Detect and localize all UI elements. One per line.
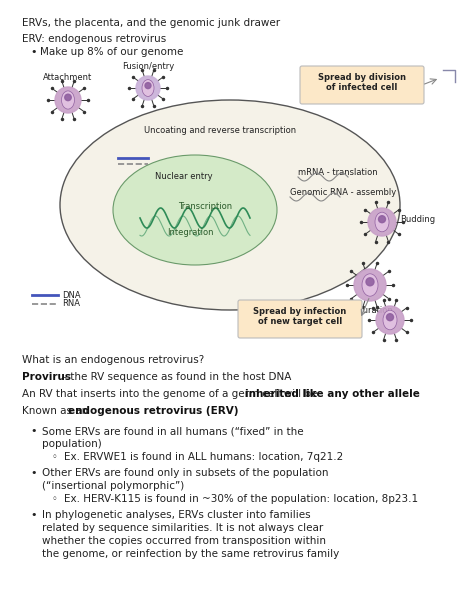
Text: Transcription: Transcription bbox=[178, 202, 232, 211]
Circle shape bbox=[379, 216, 385, 223]
Circle shape bbox=[136, 76, 160, 100]
Text: Genomic RNA - assembly: Genomic RNA - assembly bbox=[290, 188, 396, 197]
Text: inherited like any other allele: inherited like any other allele bbox=[246, 389, 420, 399]
Text: whether the copies occurred from transposition within: whether the copies occurred from transpo… bbox=[42, 536, 326, 546]
Text: •: • bbox=[30, 47, 36, 57]
Text: the genome, or reinfection by the same retrovirus family: the genome, or reinfection by the same r… bbox=[42, 549, 339, 559]
Text: •: • bbox=[30, 510, 36, 520]
Text: Provirus: Provirus bbox=[22, 372, 71, 382]
Text: In phylogenetic analyses, ERVs cluster into families: In phylogenetic analyses, ERVs cluster i… bbox=[42, 510, 310, 520]
Text: RNA: RNA bbox=[62, 300, 80, 308]
Ellipse shape bbox=[62, 91, 74, 109]
Text: Integration: Integration bbox=[167, 228, 213, 237]
Circle shape bbox=[386, 314, 393, 321]
Circle shape bbox=[65, 94, 71, 101]
Text: (“insertional polymorphic”): (“insertional polymorphic”) bbox=[42, 481, 184, 491]
Text: mRNA - translation: mRNA - translation bbox=[298, 168, 378, 177]
Text: Known as an: Known as an bbox=[22, 406, 91, 416]
Text: Some ERVs are found in all humans (“fixed” in the: Some ERVs are found in all humans (“fixe… bbox=[42, 426, 304, 436]
Circle shape bbox=[55, 87, 81, 113]
FancyBboxPatch shape bbox=[300, 66, 424, 104]
Text: endogenous retrovirus (ERV): endogenous retrovirus (ERV) bbox=[68, 406, 239, 416]
Ellipse shape bbox=[383, 310, 397, 330]
Circle shape bbox=[145, 83, 151, 89]
Text: Maturation: Maturation bbox=[347, 306, 393, 315]
Text: Ex. HERV-K115 is found in ~30% of the population: location, 8p23.1: Ex. HERV-K115 is found in ~30% of the po… bbox=[64, 494, 418, 504]
Ellipse shape bbox=[60, 100, 400, 310]
Text: Attachment: Attachment bbox=[44, 73, 92, 82]
Text: Budding: Budding bbox=[400, 215, 435, 224]
Text: Nuclear entry: Nuclear entry bbox=[155, 172, 213, 181]
Text: ◦: ◦ bbox=[52, 452, 58, 462]
Text: - the RV sequence as found in the host DNA: - the RV sequence as found in the host D… bbox=[60, 372, 292, 382]
Ellipse shape bbox=[375, 212, 389, 232]
Circle shape bbox=[368, 208, 396, 236]
Text: Make up 8% of our genome: Make up 8% of our genome bbox=[40, 47, 183, 57]
Text: ERVs, the placenta, and the genomic junk drawer: ERVs, the placenta, and the genomic junk… bbox=[22, 18, 280, 28]
Text: Other ERVs are found only in subsets of the population: Other ERVs are found only in subsets of … bbox=[42, 468, 328, 478]
Text: •: • bbox=[30, 426, 36, 436]
Text: Uncoating and reverse transcription: Uncoating and reverse transcription bbox=[144, 126, 296, 135]
Text: population): population) bbox=[42, 439, 102, 449]
Circle shape bbox=[366, 278, 374, 286]
Text: DNA: DNA bbox=[62, 291, 81, 300]
Text: ERV: endogenous retrovirus: ERV: endogenous retrovirus bbox=[22, 34, 166, 44]
Ellipse shape bbox=[362, 274, 378, 296]
Text: What is an endogenous retrovirus?: What is an endogenous retrovirus? bbox=[22, 355, 204, 365]
Circle shape bbox=[376, 306, 404, 334]
Text: Spread by division
of infected cell: Spread by division of infected cell bbox=[318, 73, 406, 93]
FancyBboxPatch shape bbox=[238, 300, 362, 338]
Ellipse shape bbox=[113, 155, 277, 265]
Text: ◦: ◦ bbox=[52, 494, 58, 504]
Text: Spread by infection
of new target cell: Spread by infection of new target cell bbox=[254, 307, 346, 326]
Circle shape bbox=[354, 269, 386, 301]
Text: Fusion/entry: Fusion/entry bbox=[122, 62, 174, 71]
Text: •: • bbox=[30, 468, 36, 478]
Ellipse shape bbox=[142, 80, 154, 96]
Text: related by sequence similarities. It is not always clear: related by sequence similarities. It is … bbox=[42, 523, 323, 533]
Text: Ex. ERVWE1 is found in ALL humans: location, 7q21.2: Ex. ERVWE1 is found in ALL humans: locat… bbox=[64, 452, 343, 462]
Text: An RV that inserts into the genome of a germ cell will be: An RV that inserts into the genome of a … bbox=[22, 389, 320, 399]
